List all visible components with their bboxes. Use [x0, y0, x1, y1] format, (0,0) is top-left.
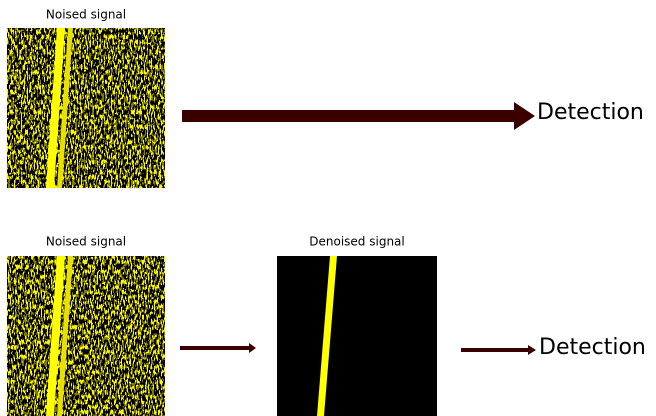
- noised-image: [7, 28, 165, 188]
- arrow: [461, 345, 536, 355]
- diagram: Noised signal Detection Noised signal De…: [0, 0, 656, 416]
- output-label: Detection: [537, 100, 644, 125]
- denoised-image: [277, 256, 437, 416]
- denoised-label: Denoised signal: [309, 235, 404, 249]
- input-label: Noised signal: [46, 8, 126, 22]
- arrow: [182, 102, 535, 130]
- output-label: Detection: [539, 335, 646, 360]
- arrow: [180, 343, 256, 353]
- input-label: Noised signal: [46, 235, 126, 249]
- noised-image: [7, 256, 165, 416]
